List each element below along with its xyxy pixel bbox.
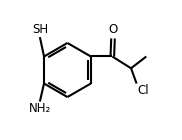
- Text: NH₂: NH₂: [29, 102, 51, 115]
- Text: SH: SH: [32, 23, 48, 36]
- Text: O: O: [108, 23, 118, 36]
- Text: Cl: Cl: [137, 84, 149, 97]
